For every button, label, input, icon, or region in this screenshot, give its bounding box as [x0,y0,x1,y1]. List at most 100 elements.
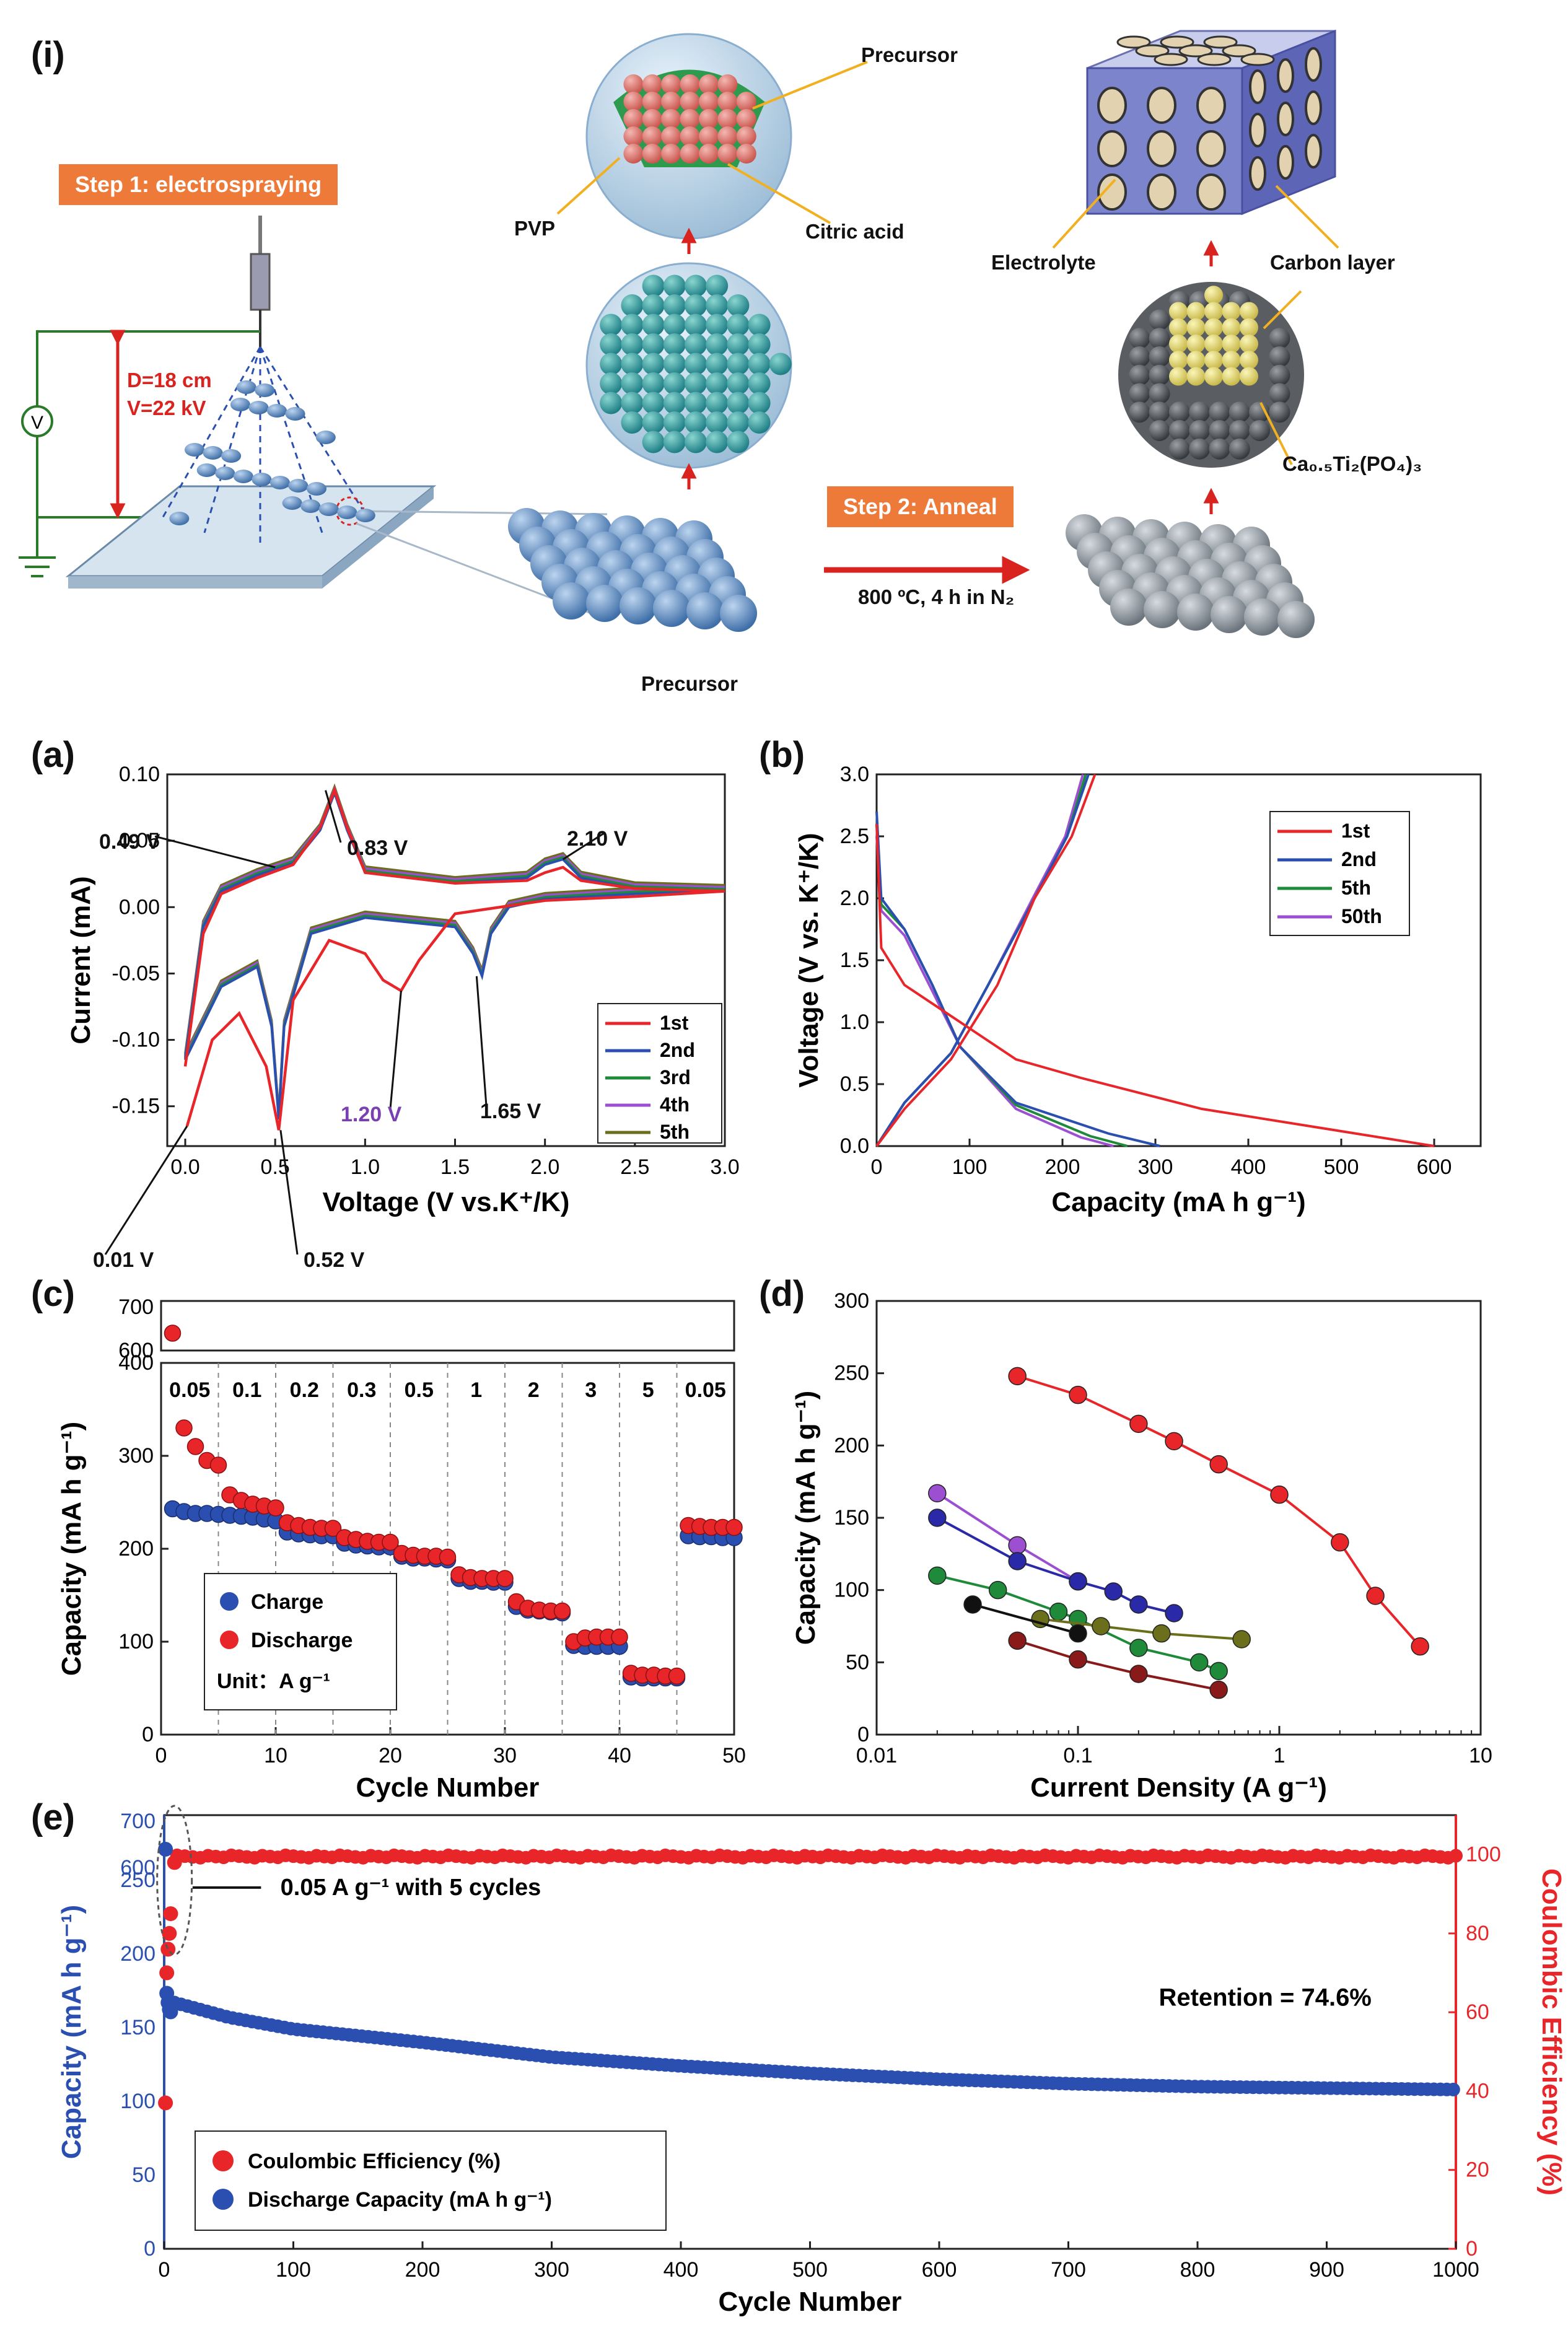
ball [748,372,771,395]
ball [685,431,707,453]
ball [1149,401,1170,423]
ball [1249,420,1271,441]
y-axis-label: Capacity (mA h g⁻¹) [791,1391,821,1645]
ball [748,352,771,375]
particle [686,592,724,629]
legend-label: 1st [660,1012,689,1034]
discharge-point [553,1602,571,1620]
particle [653,590,690,627]
particle [1144,591,1181,628]
ball [642,294,665,317]
ball [727,392,750,414]
ball [621,411,644,434]
x-axis-label: Current Density (A g⁻¹) [1030,1772,1327,1803]
droplet [203,446,223,460]
series-point [1049,1602,1068,1621]
ball [1149,420,1170,441]
ball [600,392,623,414]
y2-tick-label: 20 [1466,2158,1489,2182]
plot-frame-break [160,1300,735,1352]
ball [699,109,719,129]
ball [600,333,623,356]
ball [685,392,707,414]
droplet [169,512,190,525]
ball [1222,351,1241,370]
pore [1178,44,1213,58]
droplet [307,482,326,496]
legend-label: 5th [1341,877,1371,899]
ball [1204,335,1223,353]
ball [1186,318,1206,337]
ball [680,92,700,112]
series-point [988,1580,1007,1600]
ball [663,372,686,395]
rate-label: 0.2 [290,1378,319,1402]
particle [1110,589,1147,626]
charge-curve-5th [875,774,1087,1147]
pore [1197,53,1232,66]
ball [1189,401,1211,423]
legend-label: 4th [660,1093,690,1116]
y2-tick-label: 100 [1466,1843,1501,1867]
x-tick-label: 300 [534,2258,569,2282]
ball [727,352,750,375]
capacity-point [158,1842,173,1857]
particle [586,585,623,622]
series-point [1165,1604,1183,1622]
particle [1277,601,1315,638]
discharge-point [175,1419,193,1437]
ball [1229,438,1250,460]
discharge-point [668,1667,686,1685]
x-tick-label: 300 [1138,1155,1173,1179]
y-axis-label: Capacity (mA h g⁻¹) [56,1422,87,1676]
ball [1269,346,1290,367]
legend-swatch [220,1631,239,1649]
chart-a-cv: 0.0 0.5 1.0 1.5 2.0 2.5 3.00.100.050.00-0.05-0… [66,763,740,1270]
discharge-curve-2nd [875,811,1160,1147]
capacity-point [1446,2082,1460,2096]
y-tick-label: 1.0 [840,1010,869,1034]
ball [1169,302,1188,321]
rate-label: 0.05 [169,1378,210,1402]
ball [1129,401,1150,423]
x-tick-label: 700 [1051,2258,1086,2282]
pore [1154,53,1188,66]
precursor-sphere [585,262,792,469]
legend-label: 50th [1341,905,1382,927]
droplet [236,380,256,394]
ball [621,333,644,356]
ball [717,74,738,94]
ball [1229,401,1250,423]
pore [1305,47,1322,82]
series-point [928,1566,947,1585]
annotation-leader [475,976,488,1106]
annotation-label: 0.49 V [99,830,160,854]
spray-droplets [169,380,375,525]
pore [1147,87,1176,124]
legend-label: 1st [1341,820,1370,842]
droplet [315,431,336,444]
ball [1269,364,1290,386]
pore [1277,102,1294,136]
ball [1168,401,1190,423]
discharge-point [164,1325,182,1342]
y-tick-label: 0 [142,1723,154,1746]
series-point [1069,1650,1087,1669]
ball [1186,351,1206,370]
ball [642,333,665,356]
pore [1277,145,1294,180]
droplet [196,463,217,477]
ball [1222,302,1241,321]
schematic-illustration: V [19,29,1339,638]
ball [642,92,662,112]
ball [1204,318,1223,337]
ball [717,144,738,164]
y-tick-label: 0.5 [840,1072,869,1096]
precursor-bottom-label: Precursor [641,672,738,695]
y-tick-label: 250 [834,1362,869,1385]
pore [1203,35,1238,49]
ball [1149,309,1170,331]
discharge-point [267,1499,284,1517]
series-point [1189,1653,1209,1672]
y-axis-label: Capacity (mA h g⁻¹) [56,1905,87,2159]
